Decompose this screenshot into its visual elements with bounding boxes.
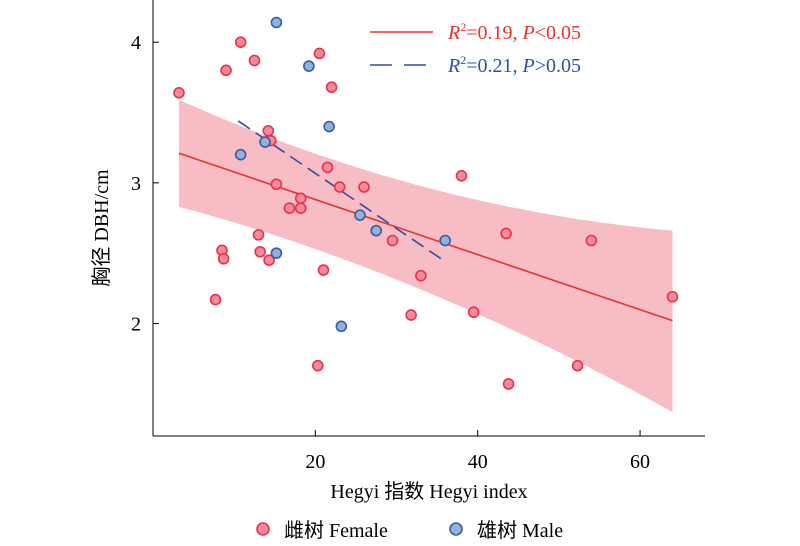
- male-legend-marker: [449, 522, 463, 536]
- female-point: [254, 245, 266, 258]
- female-point: [585, 234, 598, 247]
- male-point: [259, 136, 271, 148]
- female-point: [234, 36, 247, 48]
- female-point: [263, 254, 275, 266]
- female-point: [405, 309, 417, 321]
- female-point: [467, 306, 480, 319]
- female-point: [333, 181, 346, 193]
- female-point: [502, 378, 515, 390]
- female-point: [311, 359, 324, 372]
- male-fit-legend-text: R2=0.21, P>0.05: [447, 53, 581, 77]
- female-point: [500, 227, 512, 240]
- data-points: [173, 16, 679, 390]
- female-point: [294, 202, 307, 214]
- male-point: [323, 120, 335, 133]
- x-tick-label: 40: [468, 451, 488, 473]
- female-point: [313, 47, 326, 60]
- female-fit-line: [178, 152, 673, 322]
- female-point: [321, 161, 334, 174]
- female-point: [455, 170, 468, 182]
- y-tick-label: 3: [131, 173, 141, 195]
- female-point: [262, 125, 275, 137]
- male-point: [234, 148, 247, 161]
- female-point: [571, 359, 584, 372]
- y-axis-label: 胸径 DBH/cm: [90, 169, 113, 287]
- female-legend-label: 雌树 Female: [284, 519, 388, 542]
- y-tick-label: 2: [131, 313, 141, 335]
- x-axis-label: Hegyi 指数 Hegyi index: [330, 480, 527, 503]
- fit-legend: R2=0.19, P<0.05 R2=0.21, P>0.05: [370, 20, 581, 77]
- female-point: [358, 181, 370, 193]
- female-point: [283, 202, 296, 214]
- female-point: [415, 269, 427, 282]
- female-point: [270, 178, 283, 191]
- female-point: [248, 54, 261, 67]
- female-point: [317, 264, 330, 276]
- regression-lines: [178, 120, 673, 322]
- female-point: [217, 252, 230, 265]
- confidence-band: [178, 99, 673, 413]
- female-point: [220, 64, 232, 77]
- male-point: [303, 60, 315, 72]
- female-point: [325, 81, 338, 93]
- series-legend: 雌树 Female 雄树 Male: [256, 519, 563, 542]
- x-tick-label: 20: [305, 451, 325, 473]
- female-fit-legend-text: R2=0.19, P<0.05: [447, 20, 581, 44]
- female-point: [209, 293, 222, 306]
- confidence-band-layer: [178, 99, 673, 413]
- axes: 20 40 60 2 3 4 Hegyi 指数 Hegyi index 胸径 DBH/cm: [90, 0, 705, 503]
- male-point: [370, 224, 383, 237]
- female-legend-marker: [256, 522, 270, 536]
- female-point: [252, 229, 265, 241]
- male-point: [335, 320, 348, 333]
- male-point: [270, 16, 283, 29]
- female-point: [386, 234, 399, 247]
- female-point: [173, 87, 185, 99]
- male-point: [354, 209, 366, 221]
- female-point: [294, 192, 307, 205]
- x-tick-label: 60: [630, 451, 650, 473]
- male-legend-label: 雄树 Male: [477, 519, 563, 542]
- male-point: [439, 234, 452, 247]
- y-tick-label: 4: [131, 32, 141, 54]
- male-point: [270, 247, 283, 259]
- female-point: [666, 290, 679, 303]
